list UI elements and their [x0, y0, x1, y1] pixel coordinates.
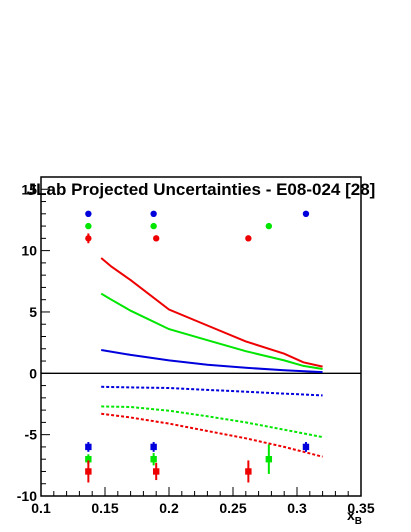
red-solid-curve: [100, 257, 323, 368]
blue-square-point: [150, 443, 157, 451]
green-square-point: [85, 455, 92, 463]
x-tick-label: 0.3: [287, 500, 307, 516]
chart-title: JLab Projected Uncertainties - E08-024 […: [27, 180, 376, 199]
green-circle-point: [265, 222, 273, 230]
y-axis: -10 -5 0 5 10 15: [17, 176, 50, 504]
x-tick-label: 0.2: [159, 500, 179, 516]
blue-solid-curve: [101, 349, 323, 374]
red-circle-point: [85, 235, 92, 242]
green-solid-curve: [100, 292, 323, 370]
point-layer: [85, 210, 310, 483]
y-tick-label: -10: [17, 488, 37, 504]
green-circle-point: [150, 222, 157, 230]
y-tick-label: 15: [21, 181, 37, 197]
red-square-point: [85, 468, 92, 475]
x-tick-label: 0.35: [347, 500, 374, 516]
blue-circle-point: [302, 210, 310, 218]
x-tick-label: 0.1: [31, 500, 51, 516]
x-axis-label-subscript: B: [355, 516, 362, 527]
blue-square-point: [302, 443, 310, 451]
y-tick-label: -5: [25, 427, 38, 443]
y-tick-label: 5: [29, 304, 37, 320]
blue-dashed-curve: [101, 385, 323, 397]
red-square-point: [245, 468, 252, 475]
red-dashed-curve: [101, 412, 323, 458]
green-dashed-curve: [101, 405, 323, 439]
x-axis: 0.1 0.15 0.2 0.25 0.3 0.35: [31, 487, 375, 516]
y-tick-label: 0: [29, 365, 37, 381]
green-circle-point: [85, 222, 92, 230]
x-tick-label: 0.15: [91, 500, 118, 516]
y-tick-label: 10: [21, 243, 37, 259]
blue-square-point: [85, 443, 92, 451]
red-square-point: [153, 468, 160, 475]
red-circle-point: [245, 235, 252, 242]
green-square-point: [150, 455, 157, 463]
curve-layer: [100, 257, 323, 458]
x-axis-label: xB: [347, 507, 362, 527]
red-circle-point: [153, 235, 160, 242]
blue-circle-point: [85, 210, 92, 218]
blue-circle-point: [150, 210, 157, 218]
green-square-point: [265, 455, 273, 463]
x-axis-label-main: x: [347, 507, 355, 523]
x-tick-label: 0.25: [219, 500, 246, 516]
